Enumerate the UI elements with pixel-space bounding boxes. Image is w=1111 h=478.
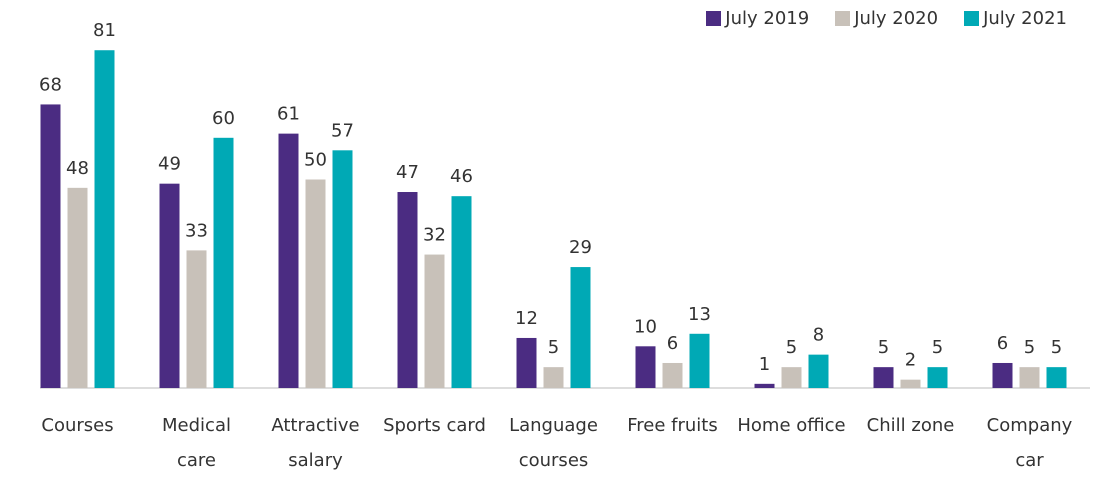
value-label: 13 (688, 304, 711, 325)
value-label: 61 (277, 104, 300, 125)
value-label: 33 (185, 220, 208, 241)
value-label: 46 (450, 166, 473, 187)
bar (305, 179, 326, 388)
bar (927, 367, 948, 388)
bar (94, 50, 115, 388)
x-tick-label: Medical care (162, 415, 231, 471)
bar (186, 250, 207, 388)
x-tick-label: Sports card (383, 415, 486, 436)
x-tick-label: Courses (41, 415, 114, 436)
legend-swatch (706, 11, 722, 26)
value-label: 5 (1051, 337, 1062, 358)
value-label: 29 (569, 237, 592, 258)
value-label: 2 (905, 350, 916, 371)
bar (662, 362, 683, 388)
bar (159, 183, 180, 388)
value-label: 6 (997, 333, 1008, 354)
value-label: 6 (667, 333, 678, 354)
bar (213, 137, 234, 388)
legend-swatch (964, 11, 980, 26)
bar (873, 367, 894, 388)
bar (40, 104, 61, 388)
bar (332, 150, 353, 388)
value-label: 10 (634, 316, 657, 337)
bar (900, 379, 921, 388)
value-label: 12 (515, 308, 538, 329)
bar (689, 333, 710, 388)
bar (451, 196, 472, 388)
bar (1019, 367, 1040, 388)
legend-label: July 2020 (854, 8, 939, 29)
value-label: 5 (548, 337, 559, 358)
bar (1046, 367, 1067, 388)
value-label: 1 (759, 354, 770, 375)
value-label: 81 (93, 20, 116, 41)
bar (424, 254, 445, 388)
x-tick-label: Attractive salary (271, 415, 360, 471)
value-label: 32 (423, 225, 446, 246)
value-label: 8 (813, 325, 824, 346)
legend-item: July 2020 (835, 8, 938, 29)
value-label: 57 (331, 120, 354, 141)
bar (781, 367, 802, 388)
value-label: 5 (932, 337, 943, 358)
x-tick-label: Chill zone (866, 415, 955, 436)
legend-item: July 2019 (706, 8, 809, 29)
value-label: 48 (66, 158, 89, 179)
bar (635, 346, 656, 388)
value-label: 60 (212, 108, 235, 129)
bar (278, 133, 299, 388)
value-label: 49 (158, 154, 181, 175)
legend-item: July 2021 (964, 8, 1067, 29)
bar (992, 362, 1013, 388)
legend-label: July 2019 (725, 8, 810, 29)
value-label: 47 (396, 162, 419, 183)
x-tick-label: Company car (986, 415, 1073, 471)
value-label: 5 (878, 337, 889, 358)
legend-swatch (835, 11, 851, 26)
bar (570, 267, 591, 388)
x-tick-label: Free fruits (627, 415, 718, 436)
value-label: 5 (1024, 337, 1035, 358)
bar (397, 192, 418, 388)
bar (543, 367, 564, 388)
legend: July 2019 July 2020 July 2021 (706, 8, 1067, 29)
legend-label: July 2021 (983, 8, 1067, 29)
x-tick-label: Home office (737, 415, 846, 436)
value-label: 5 (786, 337, 797, 358)
bar (808, 354, 829, 388)
bar (754, 383, 775, 388)
value-label: 50 (304, 150, 327, 171)
x-tick-label: Language courses (509, 415, 598, 471)
bar (67, 187, 88, 388)
bar (516, 337, 537, 388)
value-label: 68 (39, 74, 62, 95)
